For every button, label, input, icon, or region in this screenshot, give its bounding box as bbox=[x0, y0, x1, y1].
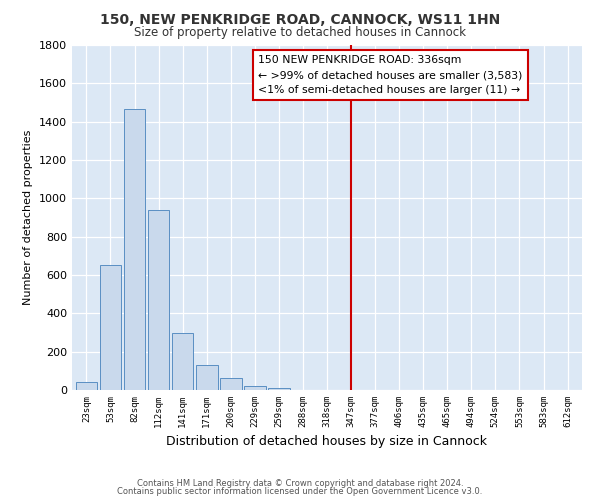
Bar bbox=[244, 386, 266, 390]
Bar bbox=[148, 210, 169, 390]
Y-axis label: Number of detached properties: Number of detached properties bbox=[23, 130, 34, 305]
Bar bbox=[172, 334, 193, 390]
Text: Size of property relative to detached houses in Cannock: Size of property relative to detached ho… bbox=[134, 26, 466, 39]
Text: 150 NEW PENKRIDGE ROAD: 336sqm
← >99% of detached houses are smaller (3,583)
<1%: 150 NEW PENKRIDGE ROAD: 336sqm ← >99% of… bbox=[258, 56, 523, 95]
Bar bbox=[220, 378, 242, 390]
Bar bbox=[124, 109, 145, 390]
Bar bbox=[76, 382, 97, 390]
Text: Contains public sector information licensed under the Open Government Licence v3: Contains public sector information licen… bbox=[118, 487, 482, 496]
Bar bbox=[100, 266, 121, 390]
Text: 150, NEW PENKRIDGE ROAD, CANNOCK, WS11 1HN: 150, NEW PENKRIDGE ROAD, CANNOCK, WS11 1… bbox=[100, 12, 500, 26]
Text: Contains HM Land Registry data © Crown copyright and database right 2024.: Contains HM Land Registry data © Crown c… bbox=[137, 478, 463, 488]
X-axis label: Distribution of detached houses by size in Cannock: Distribution of detached houses by size … bbox=[167, 436, 487, 448]
Bar bbox=[268, 388, 290, 390]
Bar bbox=[196, 365, 218, 390]
